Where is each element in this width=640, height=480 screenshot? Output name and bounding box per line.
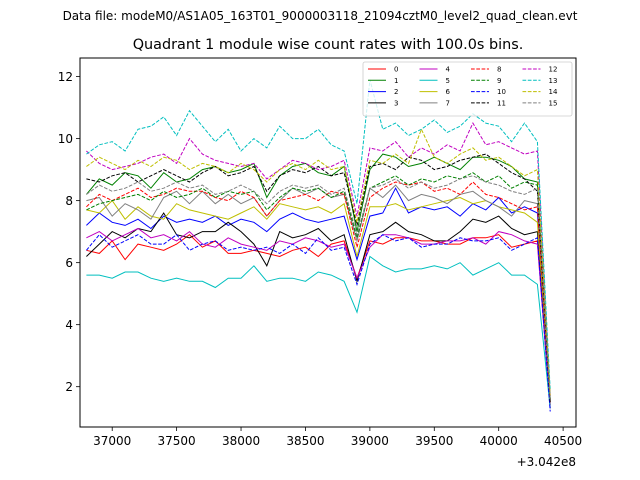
legend-label: 10: [497, 88, 506, 96]
x-tick-label: 37500: [158, 434, 196, 448]
x-tick-label: 37000: [93, 434, 131, 448]
legend-label: 13: [549, 77, 558, 85]
legend-label: 11: [497, 99, 506, 107]
y-axis: 2 4 6 8 10 12: [58, 70, 80, 394]
y-tick-label: 10: [58, 132, 73, 146]
legend-label: 4: [446, 66, 451, 74]
series-line-15: [86, 175, 551, 400]
legend-label: 9: [497, 77, 501, 85]
x-tick-label: 39500: [415, 434, 453, 448]
x-axis: 37000 37500 38000 38500 39000 39500 40000 40500: [93, 427, 582, 448]
legend-label: 8: [497, 66, 501, 74]
x-offset-label: +3.042e8: [517, 455, 576, 469]
legend-box: [362, 61, 573, 117]
y-tick-label: 2: [65, 380, 73, 394]
legend-label: 5: [446, 77, 450, 85]
legend-label: 15: [549, 99, 558, 107]
file-suptitle: Data file: modeM0/AS1A05_163T01_90000031…: [63, 9, 578, 23]
legend-label: 14: [549, 88, 558, 96]
series-line-9: [86, 172, 551, 400]
x-tick-label: 38500: [286, 434, 324, 448]
series-line-5: [86, 255, 551, 409]
y-tick-label: 12: [58, 70, 73, 84]
series-line-6: [86, 196, 551, 400]
series-line-10: [86, 233, 551, 412]
legend-label: 7: [446, 99, 450, 107]
series-line-4: [86, 227, 551, 409]
chart-title: Quadrant 1 module wise count rates with …: [133, 37, 524, 53]
series-line-3: [86, 212, 551, 406]
legend-label: 6: [446, 88, 451, 96]
y-tick-label: 6: [65, 256, 73, 270]
legend-label: 2: [394, 88, 398, 96]
x-tick-label: 40500: [544, 434, 582, 448]
series-line-12: [86, 122, 551, 397]
series-line-11: [86, 153, 551, 403]
plot-frame: [79, 57, 577, 428]
series-line-8: [86, 181, 551, 403]
series-line-14: [86, 128, 551, 397]
x-tick-label: 38000: [222, 434, 260, 448]
legend-label: 3: [394, 99, 398, 107]
legend-label: 12: [549, 66, 558, 74]
y-tick-label: 4: [65, 318, 73, 332]
x-tick-label: 39000: [351, 434, 389, 448]
x-tick-label: 40000: [480, 434, 518, 448]
legend-label: 0: [394, 66, 398, 74]
y-tick-label: 8: [65, 194, 73, 208]
legend-label: 1: [394, 77, 398, 85]
